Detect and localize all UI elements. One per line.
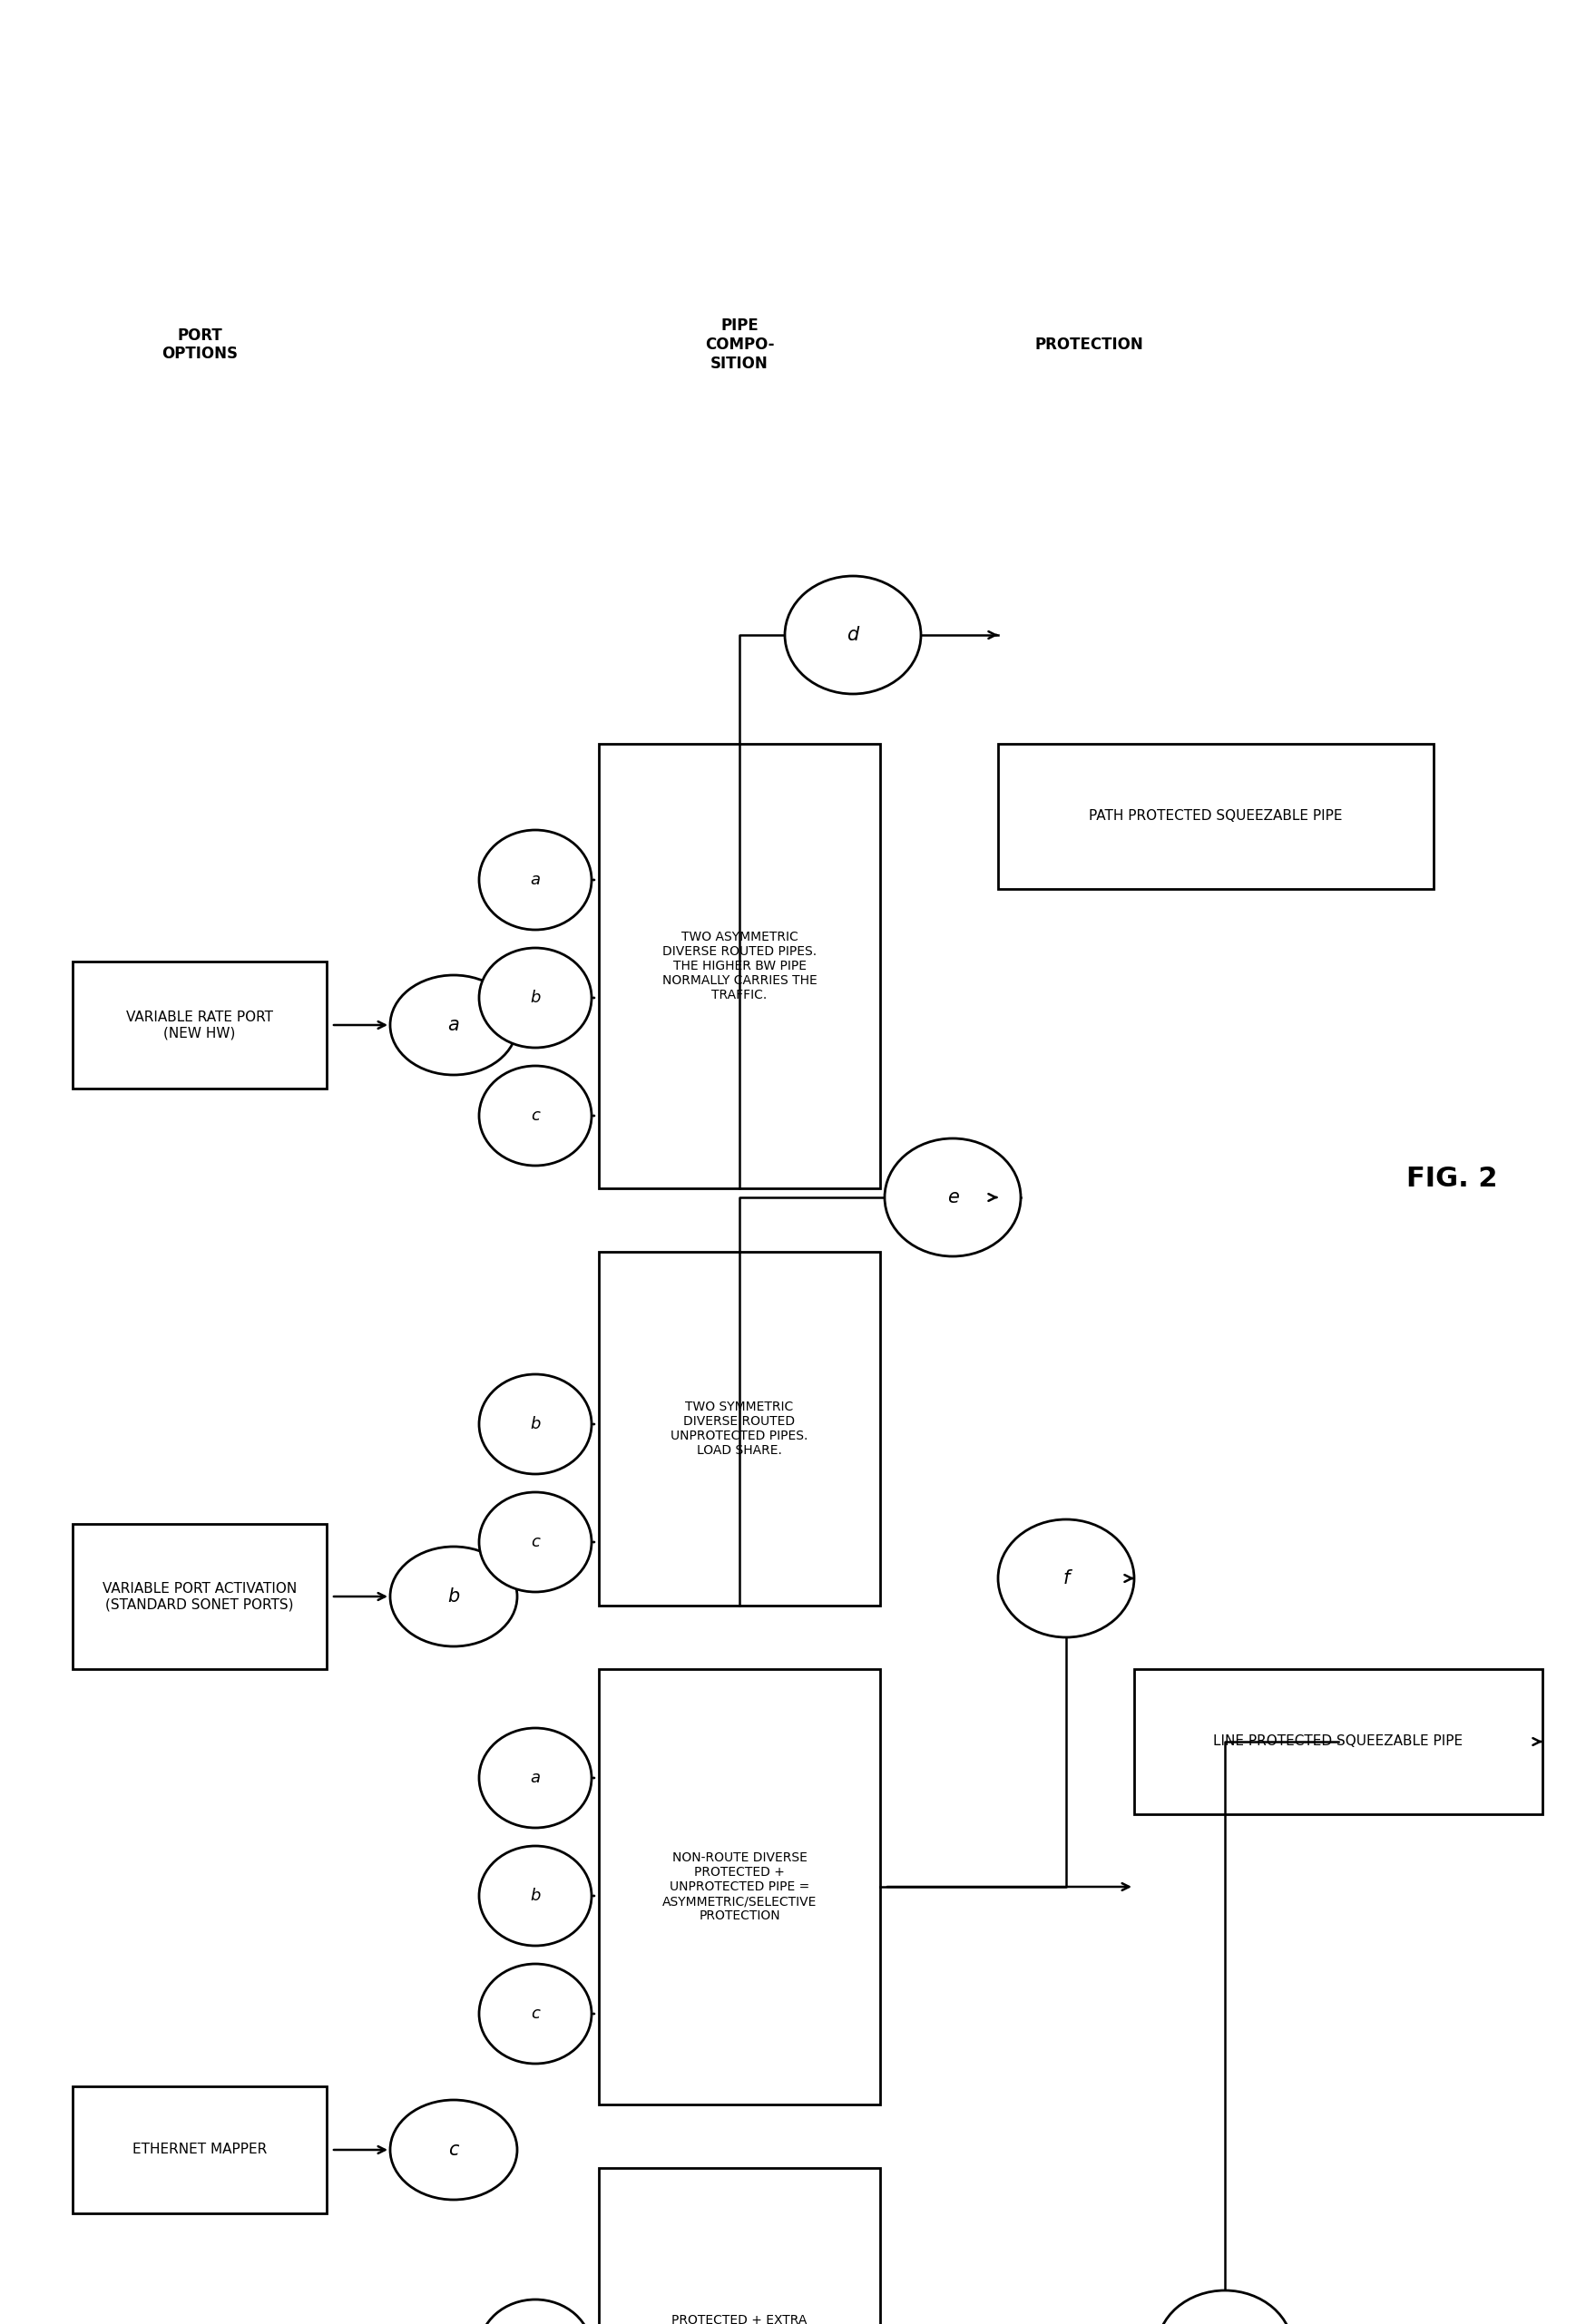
Text: c: c xyxy=(531,2006,539,2022)
Text: FIG. 2: FIG. 2 xyxy=(1407,1167,1497,1192)
Text: a: a xyxy=(447,1016,460,1034)
Ellipse shape xyxy=(479,1729,592,1827)
FancyBboxPatch shape xyxy=(600,1253,880,1606)
Ellipse shape xyxy=(885,1139,1021,1257)
Ellipse shape xyxy=(479,948,592,1048)
Ellipse shape xyxy=(479,1964,592,2064)
Text: LINE PROTECTED SQUEEZABLE PIPE: LINE PROTECTED SQUEEZABLE PIPE xyxy=(1213,1734,1464,1748)
FancyBboxPatch shape xyxy=(600,744,880,1188)
FancyBboxPatch shape xyxy=(73,1525,327,1669)
FancyBboxPatch shape xyxy=(73,2087,327,2212)
Text: c: c xyxy=(531,1109,539,1125)
Text: b: b xyxy=(530,1415,541,1432)
Ellipse shape xyxy=(479,1373,592,1473)
Text: ETHERNET MAPPER: ETHERNET MAPPER xyxy=(132,2143,266,2157)
FancyBboxPatch shape xyxy=(600,1669,880,2106)
Text: c: c xyxy=(531,1534,539,1550)
Ellipse shape xyxy=(479,2298,592,2324)
Text: PIPE
COMPO-
SITION: PIPE COMPO- SITION xyxy=(704,318,774,372)
Text: PROTECTION: PROTECTION xyxy=(1034,337,1144,353)
Text: a: a xyxy=(530,872,541,888)
Text: b: b xyxy=(530,1887,541,1903)
Ellipse shape xyxy=(479,1845,592,1945)
Text: VARIABLE RATE PORT
(NEW HW): VARIABLE RATE PORT (NEW HW) xyxy=(127,1011,273,1039)
FancyBboxPatch shape xyxy=(1134,1669,1543,1815)
Text: PROTECTED + EXTRA
TRAFFIC PIPE. LOAD
SHARE BY EITHER THE
ROUTER OR THE EM
CARD: PROTECTED + EXTRA TRAFFIC PIPE. LOAD SHA… xyxy=(669,2315,810,2324)
Ellipse shape xyxy=(390,976,517,1076)
Ellipse shape xyxy=(479,1492,592,1592)
Ellipse shape xyxy=(479,1067,592,1167)
Text: d: d xyxy=(847,625,860,644)
Text: VARIABLE PORT ACTIVATION
(STANDARD SONET PORTS): VARIABLE PORT ACTIVATION (STANDARD SONET… xyxy=(103,1583,297,1611)
Ellipse shape xyxy=(998,1520,1134,1638)
Text: b: b xyxy=(447,1587,460,1606)
Text: e: e xyxy=(947,1188,958,1206)
Text: b: b xyxy=(530,990,541,1006)
FancyBboxPatch shape xyxy=(998,744,1434,890)
FancyBboxPatch shape xyxy=(600,2168,880,2324)
Ellipse shape xyxy=(390,2101,517,2201)
Text: f: f xyxy=(1063,1569,1069,1587)
Text: PATH PROTECTED SQUEEZABLE PIPE: PATH PROTECTED SQUEEZABLE PIPE xyxy=(1090,809,1343,823)
Text: TWO ASYMMETRIC
DIVERSE ROUTED PIPES.
THE HIGHER BW PIPE
NORMALLY CARRIES THE
TRA: TWO ASYMMETRIC DIVERSE ROUTED PIPES. THE… xyxy=(661,930,817,1002)
Ellipse shape xyxy=(479,830,592,930)
Ellipse shape xyxy=(1156,2291,1293,2324)
Ellipse shape xyxy=(785,576,921,695)
Text: NON-ROUTE DIVERSE
PROTECTED +
UNPROTECTED PIPE =
ASYMMETRIC/SELECTIVE
PROTECTION: NON-ROUTE DIVERSE PROTECTED + UNPROTECTE… xyxy=(663,1850,817,1922)
Text: TWO SYMMETRIC
DIVERSE ROUTED
UNPROTECTED PIPES.
LOAD SHARE.: TWO SYMMETRIC DIVERSE ROUTED UNPROTECTED… xyxy=(671,1401,809,1457)
Text: PORT
OPTIONS: PORT OPTIONS xyxy=(162,328,238,363)
Ellipse shape xyxy=(390,1545,517,1645)
FancyBboxPatch shape xyxy=(73,962,327,1088)
Text: a: a xyxy=(530,1771,541,1787)
Text: c: c xyxy=(449,2140,458,2159)
